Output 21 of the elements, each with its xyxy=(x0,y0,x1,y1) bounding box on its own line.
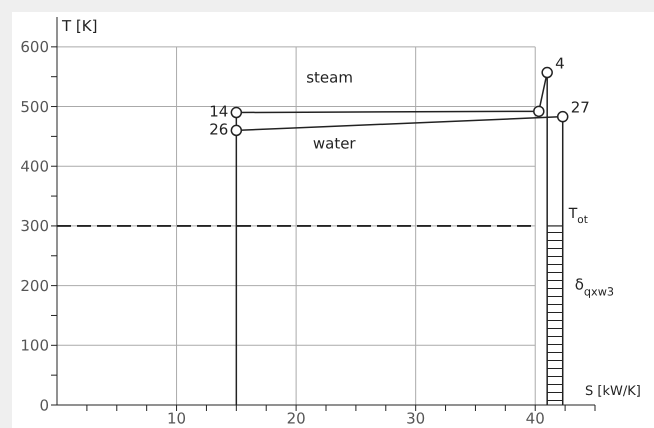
y-tick-label: 400 xyxy=(20,158,49,176)
x-tick-label: 40 xyxy=(526,410,545,428)
y-tick-label: 600 xyxy=(20,38,49,56)
annotation: 14 xyxy=(209,102,228,121)
y-tick-label: 200 xyxy=(20,276,49,295)
x-tick-label: 10 xyxy=(167,410,186,428)
annotation: 26 xyxy=(209,120,228,139)
y-axis-title: T [K] xyxy=(61,17,98,36)
y-tick-label: 0 xyxy=(39,396,49,414)
y-tick-label: 100 xyxy=(20,336,49,355)
x-tick-label: 30 xyxy=(406,410,426,428)
annotation: 4 xyxy=(555,54,565,73)
series-label: δ$_{qxw3}$ xyxy=(574,276,614,298)
x-axis-title: S [kW/K] xyxy=(585,384,641,399)
series-label: steam xyxy=(306,68,353,87)
series-label: water xyxy=(312,134,356,152)
x-tick-label: 20 xyxy=(286,410,306,428)
ref-line-label: T$_{ot}$ xyxy=(568,206,588,226)
y-tick-label: 300 xyxy=(20,217,49,236)
annotation: 27 xyxy=(570,98,590,117)
y-tick-label: 500 xyxy=(20,98,49,116)
